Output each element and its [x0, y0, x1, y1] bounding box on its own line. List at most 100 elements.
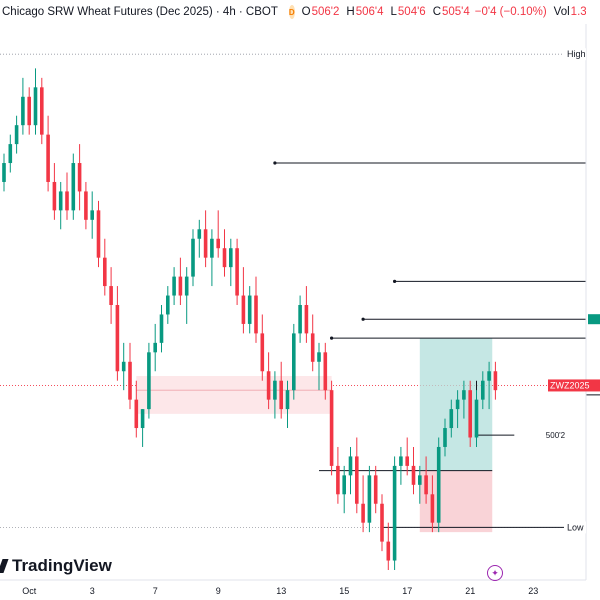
candle-body [462, 390, 466, 400]
candle-body [210, 238, 214, 258]
sparkle-icon[interactable]: ✦ [487, 565, 503, 581]
candle [229, 238, 233, 287]
tradingview-logo-icon [0, 559, 9, 573]
extreme-label-bg [564, 521, 586, 534]
candle-body [8, 144, 13, 164]
candle-body [134, 399, 139, 429]
candle-body [336, 465, 340, 495]
candle [159, 305, 164, 353]
candle-body [380, 503, 384, 542]
candle [21, 77, 25, 135]
candle-body [197, 229, 202, 239]
candle-body [266, 371, 271, 400]
low-label: Low [567, 522, 584, 532]
candle-body [84, 191, 88, 220]
candle-body [2, 163, 6, 182]
candle-body [159, 314, 164, 343]
candle [153, 323, 157, 372]
candle [355, 437, 359, 514]
candle-body [455, 399, 460, 410]
range-zone [136, 375, 332, 414]
candle-body [361, 503, 365, 523]
candle-body [436, 446, 441, 523]
candle-body [140, 409, 145, 429]
candle [424, 456, 428, 504]
candle [2, 153, 6, 192]
candle-body [424, 475, 428, 495]
candle-body [279, 380, 283, 410]
candle-body [115, 305, 120, 372]
candle [430, 475, 435, 533]
candle [103, 238, 107, 296]
candle [411, 446, 416, 495]
candle-body [90, 210, 94, 220]
x-tick-label: 23 [528, 586, 538, 596]
open-value: 506'2 [311, 6, 340, 18]
x-tick-label: 9 [216, 586, 221, 596]
candle [279, 361, 283, 419]
candle [310, 314, 315, 372]
level-anchor-point [393, 279, 397, 283]
x-tick-label: 15 [339, 586, 349, 596]
candle-body [411, 465, 416, 485]
candle-body [317, 352, 321, 362]
candle [260, 314, 265, 381]
candle-body [52, 181, 57, 211]
candle [222, 229, 227, 277]
candle [184, 267, 189, 324]
candle [443, 418, 447, 457]
close-label: C [432, 6, 441, 18]
candle [134, 380, 139, 438]
candle [210, 229, 214, 287]
candle [27, 87, 31, 135]
candle [58, 181, 63, 230]
candle-body [355, 456, 359, 504]
candle-body [386, 541, 391, 561]
x-tick-label: 13 [276, 586, 286, 596]
candle [455, 390, 460, 429]
candle-body [121, 361, 126, 372]
candle [298, 295, 302, 343]
candle [323, 342, 328, 400]
candle [90, 191, 94, 239]
candle [147, 342, 151, 419]
candle [266, 352, 271, 410]
current-price-symbol: ZWZ2025 [550, 380, 590, 390]
candle [436, 437, 441, 533]
candle-body [348, 456, 353, 476]
candle [247, 286, 252, 334]
candle [367, 465, 372, 533]
candle [65, 172, 69, 220]
candle-body [273, 380, 277, 400]
candle [373, 465, 378, 514]
change-value: −0'4 (−0.10%) [474, 6, 547, 18]
candle-body [178, 276, 183, 296]
candle-body [373, 475, 378, 504]
candle-body [298, 305, 302, 334]
candle-body [14, 125, 19, 145]
candle-body [285, 390, 290, 410]
symbol-title[interactable]: Chicago SRW Wheat Futures (Dec 2025) · 4… [2, 6, 278, 18]
candle [481, 371, 485, 410]
candle-body [71, 163, 76, 211]
candle [418, 465, 422, 504]
level-anchor-point [330, 336, 334, 340]
candle [449, 399, 454, 438]
candle-body [203, 229, 208, 258]
candle [14, 115, 19, 154]
candle-body [147, 352, 151, 410]
candle [487, 361, 491, 410]
candle [71, 153, 76, 220]
x-tick-label: Oct [22, 586, 37, 596]
candle [216, 210, 220, 258]
candle-body [222, 248, 227, 268]
tradingview-logo[interactable]: TradingView [0, 556, 112, 576]
candle-body [109, 286, 113, 305]
candle-body [27, 96, 31, 126]
candle [40, 77, 44, 145]
delayed-data-badge[interactable]: D [288, 5, 295, 19]
candle-body [77, 163, 82, 192]
candle [336, 446, 340, 504]
volume-value: 1.38 K [570, 6, 586, 18]
